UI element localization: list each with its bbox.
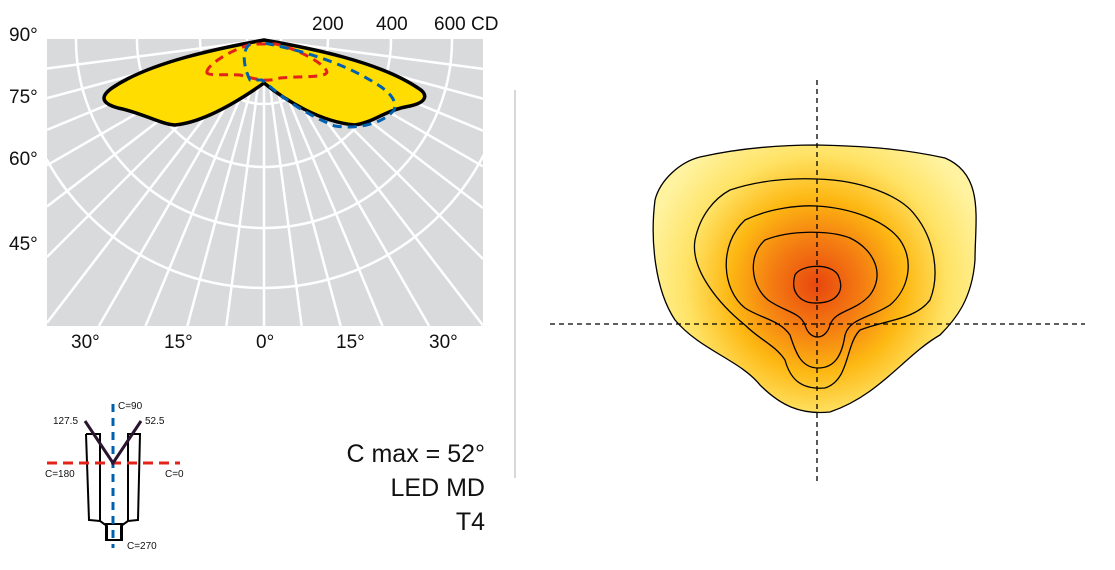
label-c270: C=270 [127, 541, 157, 552]
bottom-label-30-left: 30° [71, 332, 100, 353]
bottom-label-30-right: 30° [429, 332, 458, 353]
angle-label-75: 75° [9, 87, 38, 108]
angle-label-90: 90° [9, 25, 38, 46]
isolux-contour-inner [793, 265, 842, 304]
label-c0: C=0 [165, 469, 184, 480]
light-source-text: LED MD [390, 474, 485, 502]
isolux-contour-outer [652, 144, 977, 414]
isolux-diagram [550, 80, 1085, 485]
label-127-5: 127.5 [53, 416, 79, 427]
polar-grid-spoke [267, 56, 342, 326]
label-c90: C=90 [118, 401, 143, 412]
distribution-type-text: T4 [455, 508, 485, 536]
intensity-label-600: 600 CD [434, 14, 499, 35]
isolux-contour-3 [725, 205, 909, 369]
isolux-contour-2 [693, 178, 936, 389]
polar-grid-spoke [186, 56, 261, 326]
polar-grid-spoke [264, 56, 303, 326]
isolux-contour-4 [752, 231, 878, 338]
angle-label-60: 60° [9, 149, 38, 170]
polar-grid-spoke [47, 40, 248, 70]
bottom-label-0: 0° [256, 332, 275, 353]
polar-curve-main [102, 38, 427, 127]
intensity-label-200: 200 [312, 14, 344, 35]
label-c180: C=180 [45, 469, 75, 480]
bottom-label-15-left: 15° [164, 332, 193, 353]
luminaire-schematic [47, 404, 180, 548]
polar-grid-spoke [225, 56, 264, 326]
bottom-label-15-right: 15° [336, 332, 365, 353]
angle-label-45: 45° [9, 234, 38, 255]
label-52-5: 52.5 [145, 416, 165, 427]
cmax-text: C max = 52° [346, 440, 485, 468]
polar-grid-spoke [280, 40, 483, 71]
polar-curve-c90-c270 [242, 41, 397, 129]
intensity-label-400: 400 [376, 14, 408, 35]
